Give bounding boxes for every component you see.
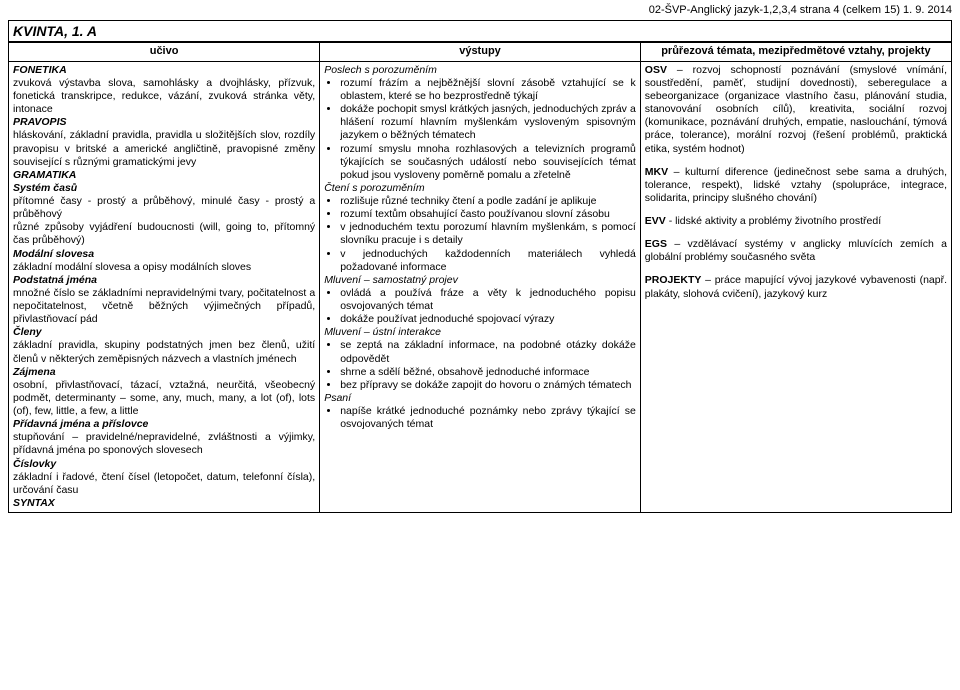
- text: množné číslo se základními nepravidelným…: [13, 287, 315, 326]
- page-header: 02-ŠVP-Anglický jazyk-1,2,3,4 strana 4 (…: [8, 4, 952, 16]
- cell-vystupy: Poslech s porozuměním rozumí frázím a ne…: [320, 61, 641, 512]
- bullet-list: rozumí frázím a nejběžnější slovní zásob…: [324, 77, 636, 182]
- spacer: [645, 228, 947, 238]
- subheading: Mluvení – ústní interakce: [324, 326, 636, 339]
- bullet-list: napíše krátké jednoduché poznámky nebo z…: [324, 405, 636, 431]
- text: MKV – kulturní diference (jedinečnost se…: [645, 166, 947, 205]
- bullet-list: rozlišuje různé techniky čtení a podle z…: [324, 195, 636, 274]
- title-box: KVINTA, 1. A: [8, 20, 952, 42]
- list-item: rozumí textům obsahující často používano…: [340, 208, 636, 221]
- text: – rozvoj schopností poznávání (smyslové …: [645, 64, 947, 155]
- text: OSV – rozvoj schopností poznávání (smysl…: [645, 64, 947, 156]
- table-header-row: učivo výstupy průřezová témata, mezipřed…: [9, 43, 952, 62]
- spacer: [645, 205, 947, 215]
- table-row: FONETIKA zvuková výstavba slova, samohlá…: [9, 61, 952, 512]
- abbr-osv: OSV: [645, 64, 667, 76]
- bullet-list: ovládá a používá fráze a věty k jednoduc…: [324, 287, 636, 326]
- list-item: dokáže pochopit smysl krátkých jasných, …: [340, 103, 636, 142]
- th-prurezova: průřezová témata, mezipředmětové vztahy,…: [640, 43, 951, 62]
- heading-gramatika: GRAMATIKA: [13, 169, 315, 182]
- subheading: Psaní: [324, 392, 636, 405]
- heading-pridavna: Přídavná jména a příslovce: [13, 418, 315, 431]
- th-ucivo: učivo: [9, 43, 320, 62]
- text: osobní, přivlastňovací, tázací, vztažná,…: [13, 379, 315, 418]
- heading-pravopis: PRAVOPIS: [13, 116, 315, 129]
- list-item: v jednoduchých každodenních materiálech …: [340, 248, 636, 274]
- spacer: [645, 156, 947, 166]
- spacer: [645, 264, 947, 274]
- heading-system-casu: Systém časů: [13, 182, 315, 195]
- cell-prurezova: OSV – rozvoj schopností poznávání (smysl…: [640, 61, 951, 512]
- th-vystupy: výstupy: [320, 43, 641, 62]
- text: EVV - lidské aktivity a problémy životní…: [645, 215, 947, 228]
- text: stupňování – pravidelné/nepravidelné, zv…: [13, 431, 315, 457]
- abbr-projekty: PROJEKTY: [645, 274, 702, 286]
- text: přítomné časy - prostý a průběhový, minu…: [13, 195, 315, 221]
- page-title: KVINTA, 1. A: [13, 23, 97, 39]
- text: – vzdělávací systémy v anglicky mluvícíc…: [645, 238, 947, 263]
- heading-modalni: Modální slovesa: [13, 248, 315, 261]
- heading-podstatna: Podstatná jména: [13, 274, 315, 287]
- subheading: Mluvení – samostatný projev: [324, 274, 636, 287]
- subheading: Poslech s porozuměním: [324, 64, 636, 77]
- abbr-egs: EGS: [645, 238, 667, 250]
- list-item: v jednoduchém textu porozumí hlavním myš…: [340, 221, 636, 247]
- text: EGS – vzdělávací systémy v anglicky mluv…: [645, 238, 947, 264]
- abbr-mkv: MKV: [645, 166, 668, 178]
- text: různé způsoby vyjádření budoucnosti (wil…: [13, 221, 315, 247]
- text: základní pravidla, skupiny podstatných j…: [13, 339, 315, 365]
- abbr-evv: EVV: [645, 215, 666, 227]
- text: – kulturní diference (jedinečnost sebe s…: [645, 166, 947, 204]
- list-item: ovládá a používá fráze a věty k jednoduc…: [340, 287, 636, 313]
- list-item: napíše krátké jednoduché poznámky nebo z…: [340, 405, 636, 431]
- cell-ucivo: FONETIKA zvuková výstavba slova, samohlá…: [9, 61, 320, 512]
- curriculum-table: učivo výstupy průřezová témata, mezipřed…: [8, 42, 952, 513]
- list-item: rozumí smyslu mnoha rozhlasových a telev…: [340, 143, 636, 182]
- heading-cislovky: Číslovky: [13, 458, 315, 471]
- text: - lidské aktivity a problémy životního p…: [666, 215, 881, 227]
- text: základní i řadové, čtení čísel (letopoče…: [13, 471, 315, 497]
- list-item: se zeptá na základní informace, na podob…: [340, 339, 636, 365]
- heading-cleny: Členy: [13, 326, 315, 339]
- list-item: rozumí frázím a nejběžnější slovní zásob…: [340, 77, 636, 103]
- heading-zajmena: Zájmena: [13, 366, 315, 379]
- list-item: rozlišuje různé techniky čtení a podle z…: [340, 195, 636, 208]
- heading-syntax: SYNTAX: [13, 497, 315, 510]
- text: PROJEKTY – práce mapující vývoj jazykové…: [645, 274, 947, 300]
- list-item: shrne a sdělí běžné, obsahově jednoduché…: [340, 366, 636, 379]
- text: zvuková výstavba slova, samohlásky a dvo…: [13, 77, 315, 116]
- text: základní modální slovesa a opisy modální…: [13, 261, 315, 274]
- subheading: Čtení s porozuměním: [324, 182, 636, 195]
- list-item: dokáže používat jednoduché spojovací výr…: [340, 313, 636, 326]
- text: hláskování, základní pravidla, pravidla …: [13, 129, 315, 168]
- list-item: bez přípravy se dokáže zapojit do hovoru…: [340, 379, 636, 392]
- heading-fonetika: FONETIKA: [13, 64, 315, 77]
- bullet-list: se zeptá na základní informace, na podob…: [324, 339, 636, 392]
